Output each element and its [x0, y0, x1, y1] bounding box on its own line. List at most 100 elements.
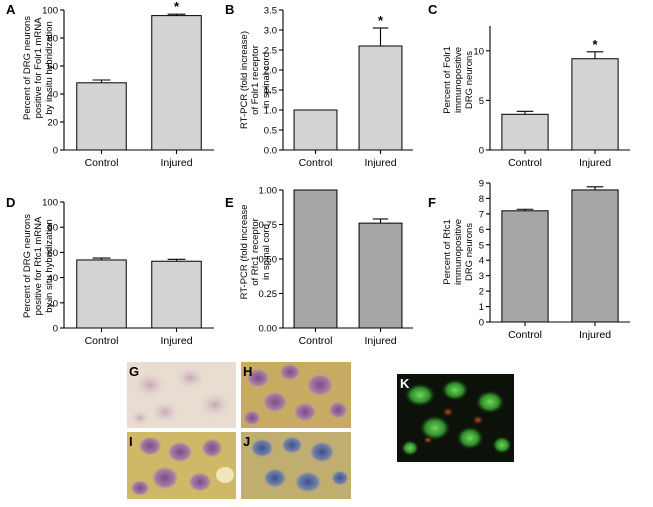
bar-injured: [151, 260, 202, 329]
y-tick-label: 8: [479, 194, 484, 205]
y-tick-label: 10: [473, 46, 484, 57]
y-tick-label: 2: [479, 287, 484, 298]
micrograph-h: H: [241, 362, 351, 428]
y-axis-label-line: in spinal cord: [261, 224, 272, 280]
y-tick-label: 20: [47, 298, 58, 309]
category-label-injured: Injured: [364, 335, 396, 347]
y-tick-label: 0.50: [259, 255, 278, 266]
panel-letter-g: G: [129, 364, 139, 379]
bar-injured: [358, 222, 403, 329]
y-tick-label: 3: [479, 271, 484, 282]
category-label-control: Control: [85, 157, 119, 169]
chart-panel-b: B RT-PCR (fold increase)of Folr1 receptor…: [225, 2, 413, 169]
chart-panel-a: A Percent of DRG neuronspositive for Folr…: [6, 0, 214, 169]
y-tick-label: 0: [479, 318, 484, 329]
category-label-injured: Injured: [160, 157, 192, 169]
y-axis-label-line: by in situ hybridization: [44, 219, 55, 312]
bar-control: [501, 113, 549, 151]
chart-panel-d: D Percent of DRG neuronspositive for Rfc1…: [6, 195, 214, 347]
y-axis-label-line: immunopositive: [453, 47, 464, 113]
y-axis-label-line: DRG neurons: [464, 223, 475, 281]
chart-panel-e: E RT-PCR (fold increaseof Rfc1 receptorin…: [225, 186, 413, 347]
panel-letter-h: H: [243, 364, 252, 379]
y-axis-label-line: immunopositive: [453, 219, 464, 285]
category-label-control: Control: [299, 335, 333, 347]
micrograph-i: I: [127, 432, 236, 499]
y-axis-label-line: by in situ hybridization: [44, 21, 55, 114]
category-label-control: Control: [299, 157, 333, 169]
y-axis-label-line: in spinal cord: [261, 52, 272, 108]
category-label-injured: Injured: [579, 329, 611, 341]
category-label-injured: Injured: [579, 157, 611, 169]
y-axis-label-line: of Rfc1 receptor: [250, 218, 261, 286]
y-tick-label: 7: [479, 209, 484, 220]
y-tick-label: 0.5: [264, 126, 277, 137]
y-tick-label: 6: [479, 225, 484, 236]
y-tick-label: 3.0: [264, 26, 277, 37]
micrograph-k: K: [397, 374, 514, 462]
y-tick-label: 2.0: [264, 66, 277, 77]
chart-panel-c: C Percent of Folr1immunopositiveDRG neuro…: [428, 2, 630, 169]
y-tick-label: 80: [47, 223, 58, 234]
panel-letter-d: D: [6, 195, 15, 210]
y-tick-label: 80: [47, 34, 58, 45]
chart-panel-f: F Percent of Rfc1immunopositiveDRG neuron…: [428, 179, 630, 341]
significance-marker: *: [174, 0, 180, 14]
bar-control: [76, 82, 127, 151]
significance-marker: *: [378, 13, 384, 28]
panel-letter-k: K: [400, 376, 410, 391]
micrograph-j: J: [241, 432, 351, 499]
y-axis-label: Percent of DRG neuronspositive for Rfc1 …: [22, 214, 55, 318]
category-label-control: Control: [508, 157, 542, 169]
y-tick-label: 5: [479, 96, 484, 107]
y-tick-label: 40: [47, 90, 58, 101]
panel-letter-j: J: [243, 434, 250, 449]
panel-letter-c: C: [428, 2, 438, 17]
y-tick-label: 5: [479, 240, 484, 251]
category-label-control: Control: [508, 329, 542, 341]
y-axis-label-line: Percent of DRG neurons: [22, 214, 33, 318]
bar-control: [293, 189, 338, 329]
y-axis-label-line: Percent of Folr1: [442, 46, 453, 114]
category-label-control: Control: [85, 335, 119, 347]
category-label-injured: Injured: [160, 335, 192, 347]
y-axis-label-line: RT-PCR (fold increase: [239, 205, 250, 300]
y-axis-label-line: DRG neurons: [464, 51, 475, 109]
bar-charts: A Percent of DRG neurons positive for Folr…: [6, 0, 630, 347]
y-axis-label-line: positive for Rfc1 mRNA: [33, 216, 44, 315]
bar-injured: [358, 45, 403, 151]
y-tick-label: 2.5: [264, 46, 277, 57]
y-tick-label: 1: [479, 302, 484, 313]
micrograph-g: G: [127, 362, 236, 428]
y-tick-label: 0: [479, 146, 484, 157]
panel-letter-f: F: [428, 195, 436, 210]
panel-letter-b: B: [225, 2, 234, 17]
y-tick-label: 0.0: [264, 146, 277, 157]
y-axis-label-line: positive for Folr1 mRNA: [33, 17, 44, 118]
bar-control: [293, 109, 338, 151]
y-tick-label: 0: [53, 324, 58, 335]
y-tick-label: 0: [53, 146, 58, 157]
y-tick-label: 60: [47, 62, 58, 73]
y-axis-label: RT-PCR (fold increaseof Rfc1 receptorin …: [239, 205, 272, 300]
y-axis-label: Percent of Folr1immunopositiveDRG neuron…: [442, 46, 475, 114]
y-axis-label: RT-PCR (fold increase)of Folr1 receptori…: [239, 31, 272, 129]
y-axis-label: Percent of Rfc1immunopositiveDRG neurons: [442, 219, 475, 285]
bar-injured: [571, 58, 619, 151]
y-tick-label: 4: [479, 256, 484, 267]
y-tick-label: 0.75: [259, 220, 278, 231]
y-tick-label: 1.0: [264, 106, 277, 117]
bar-injured: [151, 15, 202, 151]
category-label-injured: Injured: [364, 157, 396, 169]
y-tick-label: 100: [42, 198, 58, 209]
y-tick-label: 40: [47, 273, 58, 284]
significance-marker: *: [592, 37, 598, 52]
panel-letter-a: A: [6, 2, 16, 17]
y-axis-label-line: Percent of Rfc1: [442, 219, 453, 284]
y-tick-label: 9: [479, 179, 484, 190]
y-tick-label: 0.00: [259, 324, 278, 335]
bar-injured: [571, 189, 619, 323]
y-tick-label: 1.00: [259, 186, 278, 197]
y-tick-label: 60: [47, 248, 58, 259]
